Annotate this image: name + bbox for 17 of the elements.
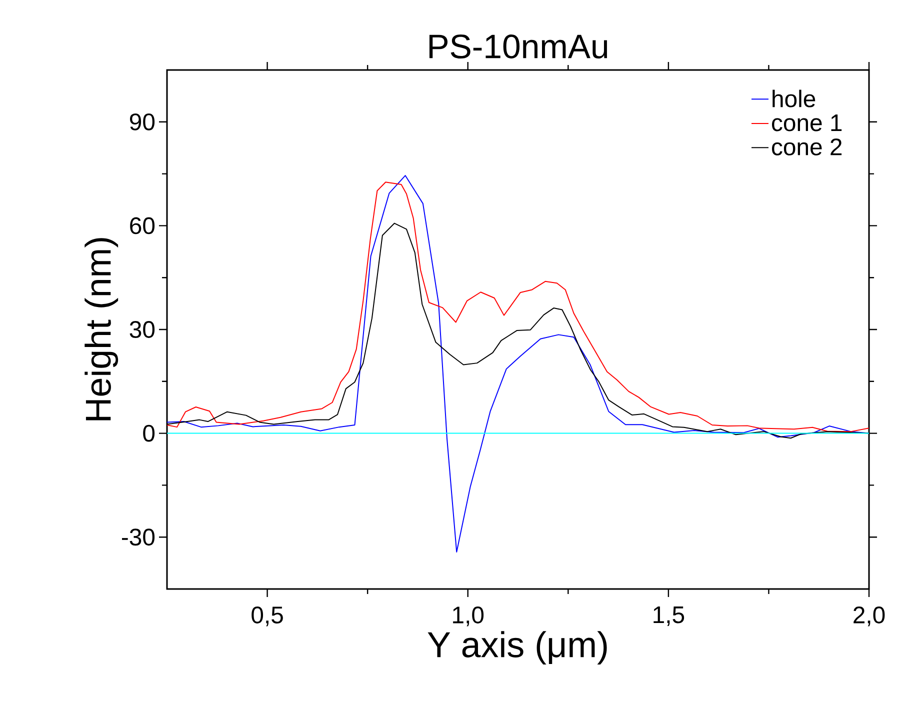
line-series	[167, 175, 870, 552]
y-axis-title: Height (nm)	[84, 238, 118, 420]
legend-label: cone 1	[772, 114, 842, 132]
line-series	[167, 182, 870, 432]
x-tick-label: 2,0	[854, 606, 885, 626]
x-tick-label: 0,5	[252, 606, 283, 626]
x-axis-title: Y axis (μm)	[428, 631, 607, 665]
chart-title: PS-10nmAu	[429, 34, 608, 58]
y-tick-label: 30	[130, 321, 155, 338]
x-tick-label: 1,0	[453, 606, 484, 626]
y-tick-label: 90	[130, 113, 155, 130]
y-tick-label: 0	[143, 424, 155, 442]
legend-label: cone 2	[772, 138, 842, 156]
y-tick-label: -30	[122, 528, 155, 546]
legend-label: hole	[772, 90, 816, 108]
y-tick-label: 60	[130, 217, 155, 234]
x-tick-label: 1,5	[654, 606, 684, 626]
